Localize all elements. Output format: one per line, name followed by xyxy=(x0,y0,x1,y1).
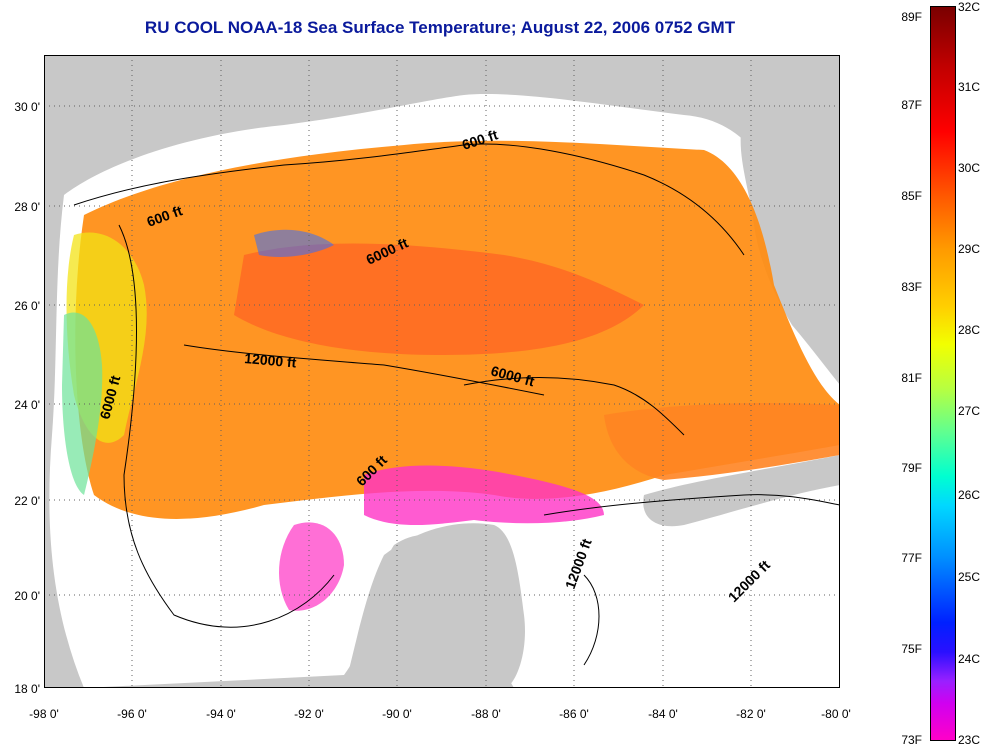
colorbar-c-label: 23C xyxy=(958,733,981,747)
colorbar-c-label: 30C xyxy=(958,161,981,175)
graticule xyxy=(44,55,840,688)
colorbar-c-label: 29C xyxy=(958,242,981,256)
colorbar-f-label: 85F xyxy=(901,189,922,203)
bathymetry-contours xyxy=(73,143,840,666)
sst-cool-patch-south xyxy=(364,465,604,525)
colorbar-c-label: 32C xyxy=(958,0,981,14)
colorbar-c-label: 25C xyxy=(958,570,981,584)
y-tick-label: 30 0' xyxy=(14,100,40,114)
colorbar-f-label: 79F xyxy=(901,461,922,475)
y-tick-label: 20 0' xyxy=(14,589,40,603)
sst-blue-patch xyxy=(254,229,334,257)
x-tick-label: -82 0' xyxy=(736,707,766,721)
colorbar-f-label: 89F xyxy=(901,10,922,24)
x-tick-label: -98 0' xyxy=(29,707,59,721)
colorbar-c-label: 26C xyxy=(958,488,981,502)
x-tick-label: -80 0' xyxy=(821,707,851,721)
cuba-land xyxy=(643,455,840,527)
x-tick-label: -84 0' xyxy=(648,707,678,721)
colorbar-f-label: 75F xyxy=(901,642,922,656)
x-tick-label: -94 0' xyxy=(206,707,236,721)
contour-label-12000-central: 12000 ft xyxy=(244,350,298,371)
x-tick-label: -92 0' xyxy=(294,707,324,721)
map-frame xyxy=(44,55,840,688)
y-tick-label: 26 0' xyxy=(14,299,40,313)
y-tick-label: 24 0' xyxy=(14,398,40,412)
map-title: RU COOL NOAA-18 Sea Surface Temperature;… xyxy=(144,18,736,37)
yucatan-land xyxy=(344,523,525,688)
colorbar-f-label: 87F xyxy=(901,98,922,112)
x-tick-label: -96 0' xyxy=(117,707,147,721)
y-tick-label: 22 0' xyxy=(14,494,40,508)
sst-green-band xyxy=(62,312,103,495)
contour-6000ft xyxy=(118,224,335,628)
contour-600ft xyxy=(73,143,745,256)
x-tick-label: -88 0' xyxy=(471,707,501,721)
contour-cuba-shelf xyxy=(543,494,840,516)
sst-field xyxy=(62,140,840,611)
contour-yucatan-12000 xyxy=(583,574,600,666)
colorbar-f-label: 77F xyxy=(901,551,922,565)
colorbar-c-label: 27C xyxy=(958,404,981,418)
y-tick-label: 28 0' xyxy=(14,200,40,214)
sst-map: 600 ft 600 ft 6000 ft 12000 ft 6000 ft 6… xyxy=(44,55,840,688)
colorbar-f-label: 83F xyxy=(901,280,922,294)
sst-hot-spot xyxy=(234,243,644,355)
contour-12000ft xyxy=(183,344,545,396)
colorbar-f-label: 81F xyxy=(901,371,922,385)
x-tick-label: -86 0' xyxy=(559,707,589,721)
colorbar-c-label: 28C xyxy=(958,323,981,337)
x-tick-label: -90 0' xyxy=(382,707,412,721)
sst-cool-patch-southwest xyxy=(278,522,344,611)
florida-land xyxy=(740,114,840,386)
temperature-colorbar xyxy=(930,6,956,741)
colorbar-c-label: 24C xyxy=(958,652,981,666)
colorbar-f-label: 73F xyxy=(901,733,922,747)
colorbar-c-label: 31C xyxy=(958,80,981,94)
contour-6000ft-east xyxy=(463,377,685,436)
y-tick-label: 18 0' xyxy=(14,682,40,696)
